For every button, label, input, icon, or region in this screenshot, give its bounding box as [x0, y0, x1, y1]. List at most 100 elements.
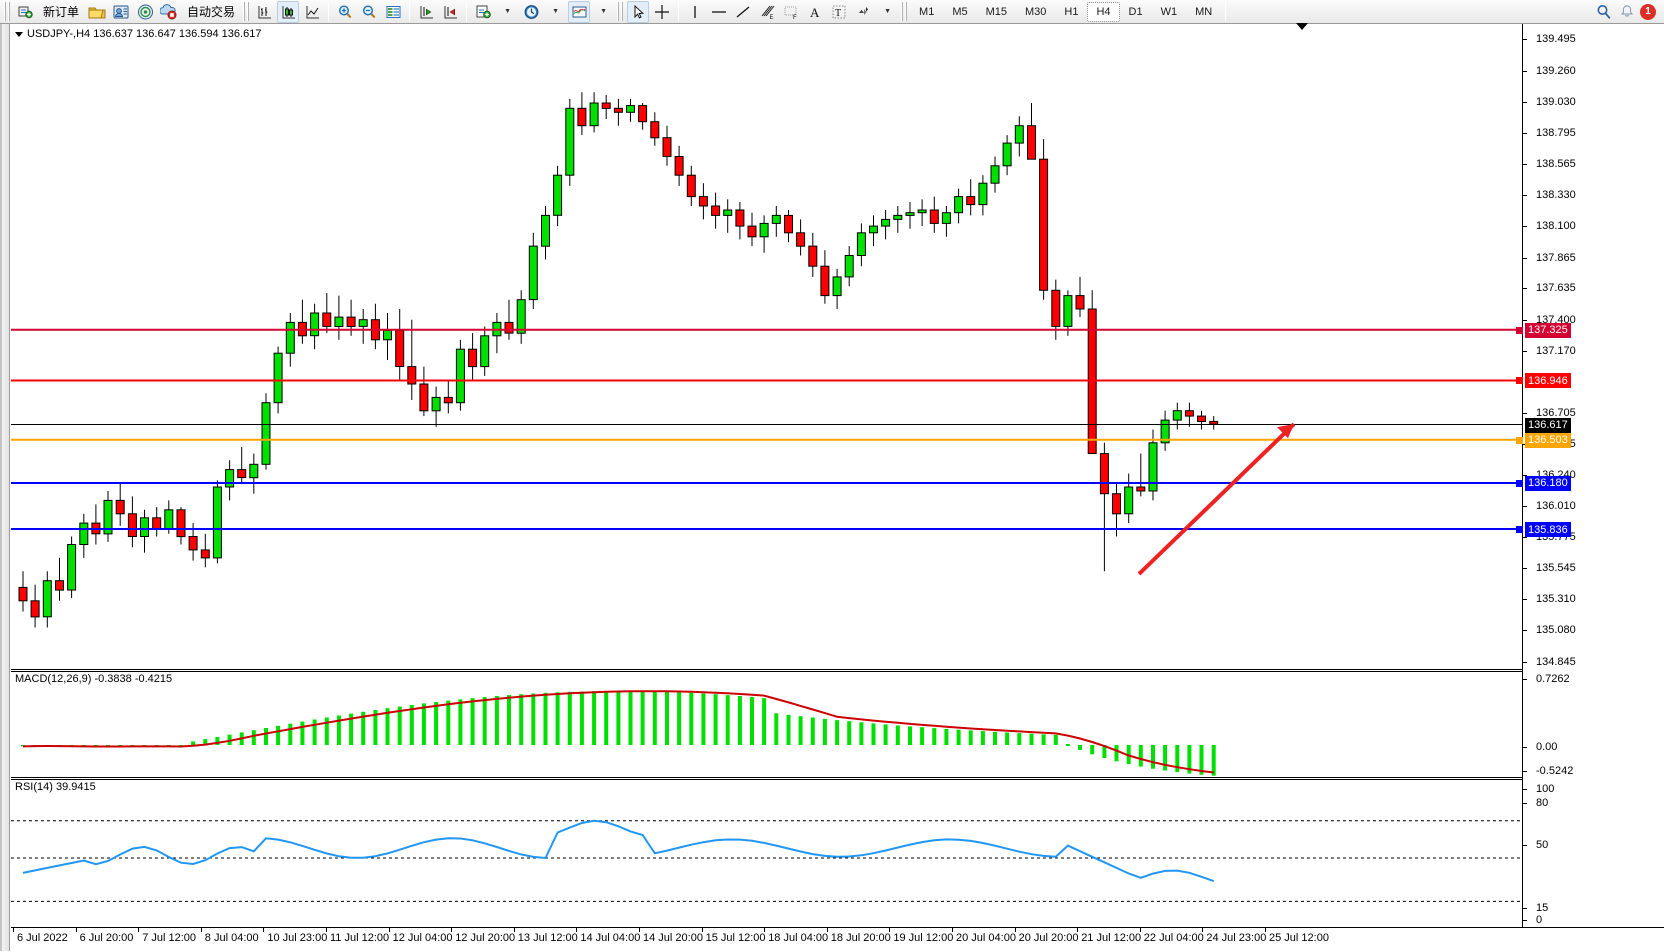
line-chart-button[interactable] — [301, 1, 323, 23]
shift-end-button[interactable] — [415, 1, 437, 23]
level-handle-icon[interactable] — [1516, 479, 1523, 487]
indicator-axis-tick: 0.7262 — [1522, 672, 1664, 686]
trend-arrow-annotation[interactable] — [11, 24, 1522, 669]
toolbar-grip-3[interactable] — [617, 2, 625, 21]
price-label-text: 136.946 — [1528, 374, 1568, 387]
autotrade-button[interactable] — [158, 1, 180, 23]
toolbar-grip-2[interactable] — [243, 2, 251, 21]
trendline-button[interactable] — [732, 1, 754, 23]
vline-button[interactable] — [684, 1, 706, 23]
price-label-resistance-upper[interactable]: 137.325 — [1516, 322, 1571, 338]
price-tick: 138.795 — [1522, 126, 1664, 140]
autotrade-label[interactable]: 自动交易 — [187, 5, 236, 19]
templates-dropdown[interactable]: ▼ — [592, 1, 614, 23]
time-tick: 12 Jul 20:00 — [451, 928, 515, 952]
toolbar-grip-4[interactable] — [901, 2, 909, 21]
level-handle-icon[interactable] — [1516, 326, 1523, 334]
level-lines-layer[interactable] — [11, 24, 1522, 669]
period-button[interactable] — [520, 1, 542, 23]
chart-shift-marker[interactable] — [1296, 23, 1308, 30]
time-tick: 22 Jul 04:00 — [1139, 928, 1204, 952]
price-tick: 136.705 — [1522, 406, 1664, 420]
price-tick: 138.565 — [1522, 157, 1664, 171]
price-chart-plot[interactable]: USDJPY-,H4 136.637 136.647 136.594 136.6… — [11, 23, 1664, 927]
timeframe-w1[interactable]: W1 — [1160, 5, 1178, 18]
price-label-support-lower[interactable]: 135.836 — [1516, 522, 1571, 538]
timeframe-h4[interactable]: H4 — [1087, 1, 1120, 22]
candle-chart-icon — [282, 5, 295, 18]
timeframe-mn[interactable]: MN — [1195, 5, 1213, 18]
time-tick: 8 Jul 04:00 — [200, 928, 259, 952]
search-button[interactable] — [1593, 1, 1615, 23]
signal-button[interactable] — [134, 1, 156, 23]
time-tick: 11 Jul 12:00 — [326, 928, 389, 952]
macd-indicator-series — [21, 690, 1216, 776]
channel-button[interactable]: F — [780, 1, 802, 23]
left-scroll-rail[interactable] — [2, 24, 10, 951]
svg-text:F: F — [793, 15, 797, 20]
bar-chart-icon — [258, 5, 271, 18]
time-tick: 14 Jul 04:00 — [576, 928, 640, 952]
price-tick: 139.030 — [1522, 95, 1664, 109]
label-button[interactable]: T — [828, 1, 850, 23]
period-dropdown[interactable]: ▼ — [544, 1, 566, 23]
cursor-icon — [634, 4, 644, 18]
time-tick: 24 Jul 23:00 — [1202, 928, 1266, 952]
level-handle-icon[interactable] — [1516, 377, 1523, 385]
chevron-down-icon: ▼ — [884, 8, 891, 15]
profile-icon — [113, 5, 129, 18]
timeframe-m1[interactable]: M1 — [919, 5, 935, 18]
folder-button[interactable] — [86, 1, 108, 23]
toolbar-grip[interactable] — [4, 2, 11, 21]
price-label-current-price[interactable]: 136.617 — [1525, 417, 1571, 433]
price-label-pivot[interactable]: 136.503 — [1516, 432, 1571, 448]
level-handle-icon[interactable] — [1516, 526, 1523, 534]
price-label-support-upper[interactable]: 136.180 — [1516, 475, 1571, 491]
toolbar-separator-5 — [1225, 2, 1227, 21]
zoom-in-button[interactable] — [334, 1, 356, 23]
price-tick: 137.170 — [1522, 344, 1664, 358]
level-handle-icon[interactable] — [1516, 436, 1523, 444]
cursor-button[interactable] — [627, 0, 650, 23]
shapes-button[interactable] — [852, 1, 874, 23]
line-chart-icon — [306, 5, 319, 18]
hline-icon — [712, 10, 727, 13]
notification-badge[interactable]: 1 — [1640, 3, 1656, 20]
price-axis[interactable]: 139.495 139.260 139.030 138.795 138.565 138.3… — [1516, 24, 1664, 927]
autoscroll-icon — [444, 5, 457, 18]
crosshair-icon — [655, 4, 670, 19]
price-label-text: 136.503 — [1528, 434, 1568, 447]
timeframe-m5[interactable]: M5 — [952, 5, 968, 18]
zoom-out-button[interactable] — [358, 1, 380, 23]
grid-button[interactable] — [382, 1, 404, 23]
timeframe-d1[interactable]: D1 — [1128, 5, 1143, 18]
new-order-button[interactable] — [14, 1, 36, 23]
price-tick: 134.845 — [1522, 655, 1664, 669]
autoscroll-button[interactable] — [439, 1, 461, 23]
text-icon: A — [810, 5, 820, 20]
hline-button[interactable] — [708, 1, 730, 23]
shapes-dropdown[interactable]: ▼ — [876, 1, 898, 23]
templates-button[interactable] — [568, 0, 591, 23]
indicator-axis-tick: 50 — [1522, 838, 1664, 852]
timeframe-m15[interactable]: M15 — [985, 5, 1007, 18]
bar-chart-button[interactable] — [253, 1, 275, 23]
add-indicator-dropdown[interactable]: ▼ — [496, 1, 518, 23]
add-indicator-button[interactable] — [472, 1, 494, 23]
price-tick: 137.400 — [1522, 313, 1664, 327]
notifications-button[interactable] — [1617, 1, 1639, 23]
text-button[interactable]: A — [804, 1, 826, 23]
candle-chart-button[interactable] — [277, 0, 300, 23]
zoom-in-icon — [338, 4, 351, 18]
crosshair-button[interactable] — [651, 1, 673, 23]
collapse-triangle-icon[interactable] — [15, 31, 23, 37]
price-label-resistance-lower[interactable]: 136.946 — [1516, 373, 1571, 389]
trendline-icon — [736, 6, 750, 17]
timeframe-h1[interactable]: H1 — [1064, 5, 1079, 18]
fibo-button[interactable]: E — [756, 1, 778, 23]
time-axis[interactable]: 6 Jul 2022 6 Jul 20:00 7 Jul 12:00 8 Jul 04… — [11, 927, 1664, 951]
time-tick: 13 Jul 12:00 — [513, 928, 578, 952]
timeframe-m30[interactable]: M30 — [1025, 5, 1047, 18]
profile-button[interactable] — [110, 1, 132, 23]
new-order-label[interactable]: 新订单 — [43, 5, 80, 19]
